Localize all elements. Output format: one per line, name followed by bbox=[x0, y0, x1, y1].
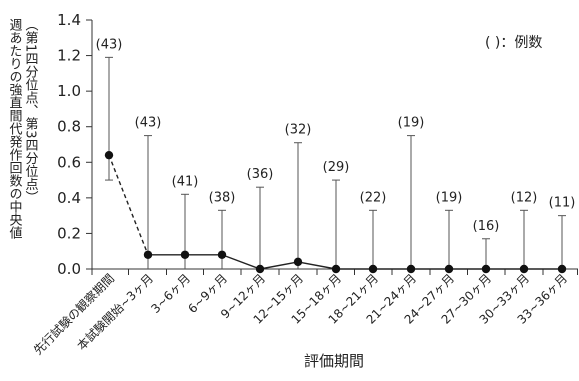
median-point bbox=[557, 264, 567, 274]
median-point bbox=[444, 264, 454, 274]
legend-note: ( )：例数 bbox=[485, 35, 542, 51]
y-tick-label: 0.4 bbox=[57, 189, 81, 207]
y-axis: 0.0 0.2 0.4 0.6 0.8 1.0 1.2 1.4 bbox=[57, 11, 93, 278]
x-axis-label: 評価期間 bbox=[304, 352, 364, 370]
median-line bbox=[108, 154, 562, 270]
y-axis-label-line: （第1四分位点、第3四分位点） bbox=[23, 18, 39, 204]
y-axis-label: 週あたりの強直間代発作回数の中央値 （第1四分位点、第3四分位点） bbox=[7, 18, 39, 239]
n-label: (19) bbox=[398, 116, 425, 131]
y-axis-label-line: 週あたりの強直間代発作回数の中央値 bbox=[7, 18, 23, 239]
n-labels: (43) (43) (41) (38) (36) (32) (29) (22) (19) (19)… bbox=[96, 37, 576, 233]
median-point bbox=[368, 264, 378, 274]
median-point bbox=[481, 264, 491, 274]
median-point bbox=[293, 257, 303, 267]
x-axis: 先行試験の観察期間本試験開始~3ヶ月3~6ヶ月6~9ヶ月9~12ヶ月12~15ヶ… bbox=[30, 268, 578, 357]
n-label: (43) bbox=[96, 37, 123, 52]
median-line-segment bbox=[108, 154, 149, 256]
median-line-segment bbox=[259, 261, 299, 270]
n-label: (12) bbox=[511, 190, 538, 205]
median-point bbox=[104, 150, 114, 160]
median-point bbox=[255, 264, 265, 274]
median-point bbox=[519, 264, 529, 274]
median-point bbox=[406, 264, 416, 274]
n-label: (43) bbox=[135, 116, 162, 131]
y-tick-label: 1.0 bbox=[57, 82, 81, 100]
n-label: (22) bbox=[360, 190, 387, 205]
median-points bbox=[104, 150, 567, 274]
y-tick-label: 1.4 bbox=[57, 11, 81, 29]
y-tick-label: 0.6 bbox=[57, 153, 81, 171]
n-label: (11) bbox=[549, 196, 576, 211]
n-label: (41) bbox=[172, 174, 199, 189]
median-point bbox=[180, 250, 190, 259]
y-tick-label: 0.2 bbox=[57, 224, 81, 242]
n-label: (19) bbox=[436, 190, 463, 205]
n-label: (38) bbox=[209, 190, 236, 205]
median-point bbox=[143, 250, 153, 259]
median-point bbox=[331, 264, 341, 274]
median-point bbox=[217, 250, 227, 259]
n-label: (29) bbox=[323, 160, 350, 175]
median-line-segment bbox=[221, 254, 261, 270]
y-tick-label: 1.2 bbox=[57, 47, 81, 65]
n-label: (32) bbox=[285, 123, 312, 138]
n-label: (36) bbox=[247, 167, 274, 182]
y-tick-label: 0.0 bbox=[57, 260, 81, 278]
n-label: (16) bbox=[473, 219, 500, 234]
y-tick-label: 0.8 bbox=[57, 118, 81, 136]
median-line-segment bbox=[297, 261, 337, 270]
iqr-error-bars bbox=[105, 56, 566, 269]
x-tick-label: 3~6ヶ月 bbox=[148, 271, 193, 316]
